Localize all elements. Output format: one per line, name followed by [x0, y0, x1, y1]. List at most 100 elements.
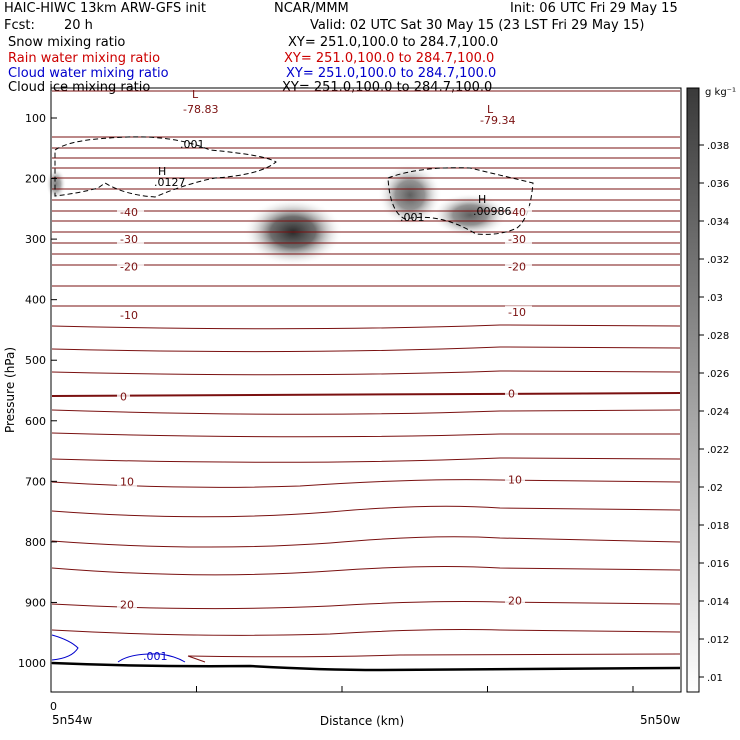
- x-origin-tick-label: 0: [50, 700, 57, 713]
- colorbar-tick-label: .018: [707, 521, 729, 532]
- temperature-label: -40: [508, 206, 526, 219]
- y-tick-label: 200: [25, 173, 46, 186]
- y-tick-label: 700: [25, 475, 46, 488]
- field-xy-snow: XY= 251.0,100.0 to 284.7,100.0: [288, 35, 499, 50]
- temperature-label: 10: [120, 475, 134, 488]
- high-value: .0127: [154, 176, 186, 189]
- temperature-label-bg: [505, 305, 532, 318]
- colorbar-unit: g kg⁻¹: [705, 87, 736, 98]
- temperature-label: -10: [120, 309, 138, 322]
- temperature-label-bg: [117, 475, 137, 488]
- temperature-label: -20: [120, 260, 138, 273]
- cloud-water-contour: [117, 653, 186, 663]
- ice-contour-label: .001: [400, 211, 425, 224]
- temperature-label-bg: [505, 205, 532, 218]
- colorbar-tick-label: .02: [707, 483, 723, 494]
- temperature-label: 0: [508, 388, 515, 401]
- colorbar-tick-label: .01: [707, 673, 723, 684]
- high-symbol: H: [478, 193, 486, 206]
- colorbar-tick-label: .038: [707, 141, 729, 152]
- colorbar-tick-label: .034: [707, 217, 729, 228]
- field-xy-cloud-water: XY= 251.0,100.0 to 284.7,100.0: [286, 66, 497, 81]
- temperature-label: -30: [508, 233, 526, 246]
- y-tick-label: 800: [25, 536, 46, 549]
- ground-line: [51, 661, 681, 672]
- temperature-labels: -40 -40 -30 -30 -20 -20 -10 -10 0 0 10 10 20 20: [117, 205, 532, 611]
- ice-contour-label: .001: [180, 138, 205, 151]
- field-name-rain: Rain water mixing ratio: [8, 51, 161, 66]
- temperature-contour: [51, 505, 681, 518]
- cloud-water-label: .001: [143, 650, 168, 663]
- temperature-label-bg: [505, 387, 518, 400]
- temperature-contour: [51, 324, 681, 330]
- temperature-contour: [51, 432, 680, 438]
- colorbar-tick-label: .012: [707, 635, 729, 646]
- colorbar-tick-label: .016: [707, 559, 729, 570]
- low-value: -78.83: [183, 103, 218, 116]
- colorbar-tick-label: .03: [707, 293, 723, 304]
- field-xy-rain: XY= 251.0,100.0 to 284.7,100.0: [284, 51, 495, 66]
- high-symbol: H: [158, 165, 166, 178]
- temperature-label-bg: [117, 205, 144, 218]
- temperature-contour: [51, 601, 681, 610]
- colorbar-tick-label: .014: [707, 597, 729, 608]
- temperature-label: 0: [120, 391, 127, 404]
- temperature-label-bg: [505, 260, 532, 273]
- forecast-label: Fcst:: [4, 18, 35, 33]
- temperature-label-bg: [117, 233, 144, 246]
- low-symbol: L: [487, 103, 494, 116]
- temperature-contour: [187, 653, 681, 658]
- temperature-label: -10: [508, 306, 526, 319]
- temperature-label: 20: [508, 595, 522, 608]
- colorbar-tick-label: .024: [707, 407, 729, 418]
- y-tick-label: 900: [25, 596, 46, 609]
- temperature-contour: [187, 655, 206, 663]
- x-axis-title: Distance (km): [320, 714, 404, 728]
- plot-title: HAIC-HIWC 13km ARW-GFS init: [4, 1, 206, 16]
- temperature-label: -20: [508, 260, 526, 273]
- temperature-label-bg: [117, 390, 130, 403]
- temperature-label-bg: [505, 594, 525, 607]
- distance-axis: [50, 686, 634, 692]
- temperature-label-bg: [117, 308, 144, 321]
- x-left-location: 5n54w: [52, 713, 93, 727]
- temperature-label-bg: [117, 260, 144, 273]
- temperature-contour: [51, 370, 681, 376]
- shade-blob: [432, 193, 508, 237]
- temperature-label: -30: [120, 233, 138, 246]
- field-name-snow: Snow mixing ratio: [8, 35, 126, 50]
- temperature-contour: [51, 566, 681, 576]
- low-value: -79.34: [480, 114, 515, 127]
- valid-time: Valid: 02 UTC Sat 30 May 15 (23 LST Fri …: [310, 18, 645, 33]
- colorbar: g kg⁻¹ .038 .036 .034 .032 .03 .028 .026 .024 .0…: [686, 87, 736, 693]
- y-tick-label: 1000: [18, 657, 46, 670]
- y-tick-label: 600: [25, 415, 46, 428]
- y-tick-label: 500: [25, 354, 46, 367]
- colorbar-tick-label: .036: [707, 179, 729, 190]
- temperature-contour: [51, 409, 681, 415]
- colorbar-tick-label: .026: [707, 369, 729, 380]
- cloud-water-contour: [51, 634, 79, 661]
- y-tick-label: 100: [25, 112, 46, 125]
- cloud-ice-contours: [54, 136, 534, 235]
- y-tick-label: 400: [25, 294, 46, 307]
- colorbar-tick-label: .022: [707, 445, 729, 456]
- temperature-label: 10: [508, 474, 522, 487]
- org-label: NCAR/MMM: [274, 1, 349, 16]
- temperature-contour: [51, 536, 681, 548]
- temperature-contour: [51, 346, 681, 353]
- temperature-label-bg: [505, 233, 532, 246]
- temperature-label-bg: [505, 473, 525, 486]
- plot-frame: [50, 87, 682, 693]
- temperature-contour: [51, 629, 681, 636]
- y-tick-label: 300: [25, 233, 46, 246]
- ice-contour: [54, 136, 277, 198]
- colorbar-fill: [686, 87, 700, 693]
- forecast-hour: 20 h: [64, 18, 93, 33]
- x-right-location: 5n50w: [640, 713, 681, 727]
- colorbar-tick-label: .032: [707, 255, 729, 266]
- init-time: Init: 06 UTC Fri 29 May 15: [510, 1, 678, 16]
- y-axis-title: Pressure (hPa): [3, 347, 17, 433]
- temperature-label: 20: [120, 598, 134, 611]
